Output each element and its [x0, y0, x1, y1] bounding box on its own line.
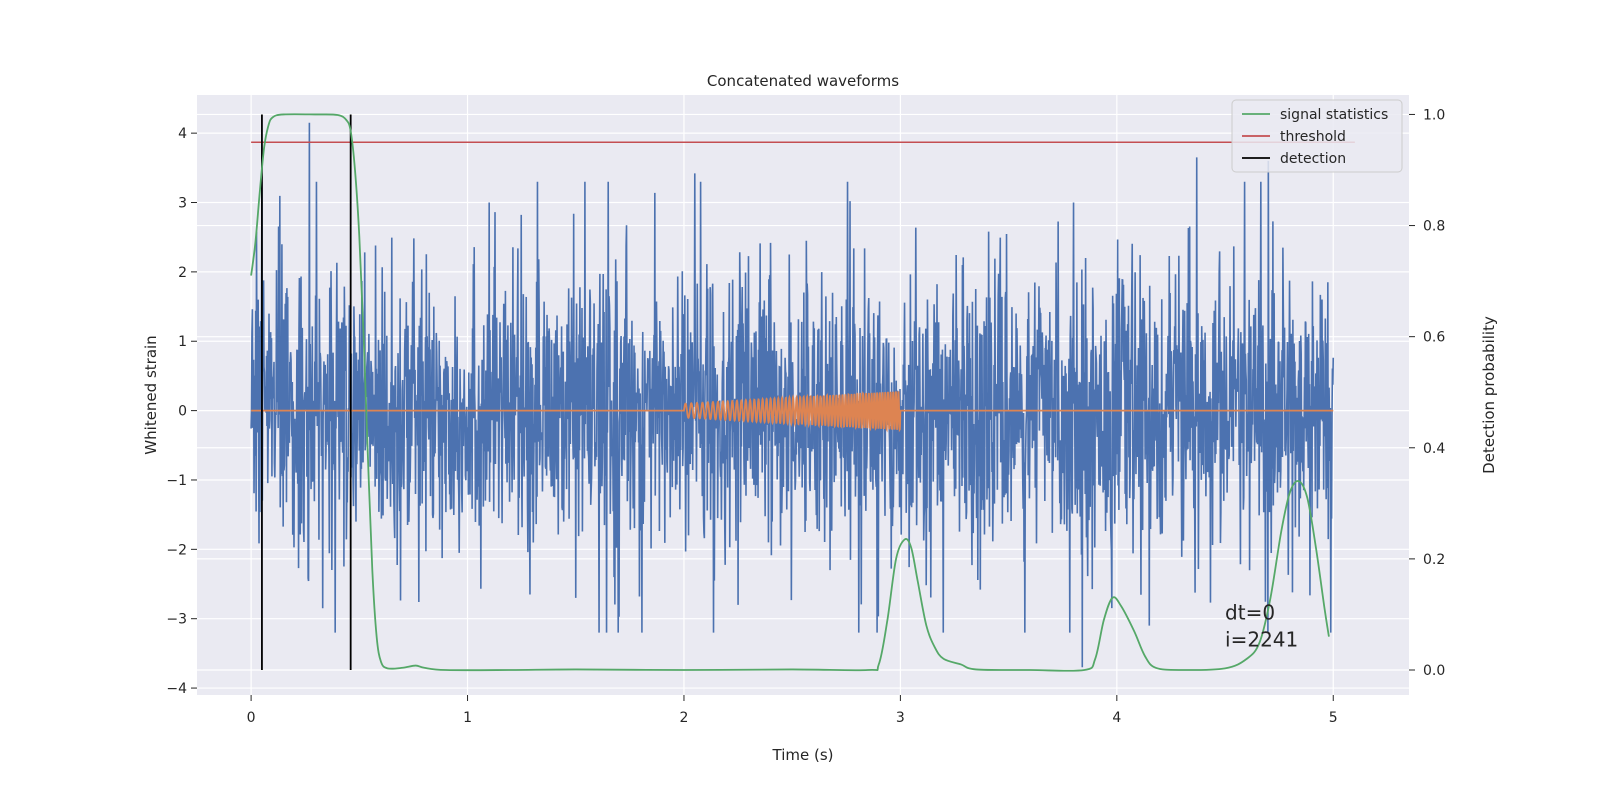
y2-tick-label: 0.2 — [1423, 552, 1445, 568]
y-tick-label: −3 — [166, 612, 187, 628]
x-axis-label: Time (s) — [772, 746, 834, 764]
y-axis-label: Whitened strain — [142, 335, 160, 454]
y2-tick-label: 0.0 — [1423, 663, 1445, 679]
y-tick-label: 4 — [178, 126, 187, 142]
x-tick-label: 1 — [463, 710, 472, 726]
y-tick-label: −1 — [166, 473, 187, 489]
x-tick-label: 2 — [680, 710, 689, 726]
annotation-dt: dt=0 — [1225, 601, 1275, 625]
axes: 0 1 2 3 4 5 −4 −3 −2 −1 0 1 2 3 4 0.0 0.2 0.4 0.6 0.8 1.0 — [166, 107, 1445, 726]
legend-entry-label: detection — [1280, 151, 1346, 167]
y-tick-label: 0 — [178, 404, 187, 420]
strain-noise-line — [250, 122, 1335, 668]
x-tick-label: 5 — [1329, 710, 1338, 726]
legend-entry-label: signal statistics — [1280, 107, 1388, 123]
injected-signal-line — [251, 391, 1334, 433]
annotation-index: i=2241 — [1225, 628, 1298, 652]
y-tick-label: −4 — [166, 681, 187, 697]
legend-box — [1231, 99, 1403, 173]
y2-axis-label: Detection probability — [1480, 316, 1498, 474]
annotation: dt=0 i=2241 — [1225, 601, 1298, 652]
chart-title: Concatenated waveforms — [707, 72, 899, 90]
y-tick-label: −2 — [166, 542, 187, 558]
legend: signal statistics threshold detection — [1231, 99, 1403, 173]
y-tick-label: 1 — [178, 334, 187, 350]
y2-tick-label: 1.0 — [1423, 107, 1445, 123]
y-tick-label: 2 — [178, 265, 187, 281]
legend-entry-label: threshold — [1280, 129, 1346, 145]
y2-tick-label: 0.8 — [1423, 219, 1445, 235]
y-tick-label: 3 — [178, 196, 187, 212]
x-tick-label: 3 — [896, 710, 905, 726]
x-tick-label: 4 — [1112, 710, 1121, 726]
signal-statistics-line — [250, 113, 1330, 672]
series-layer — [250, 113, 1355, 672]
y2-tick-label: 0.6 — [1423, 330, 1445, 346]
y2-tick-label: 0.4 — [1423, 441, 1445, 457]
x-tick-label: 0 — [247, 710, 256, 726]
